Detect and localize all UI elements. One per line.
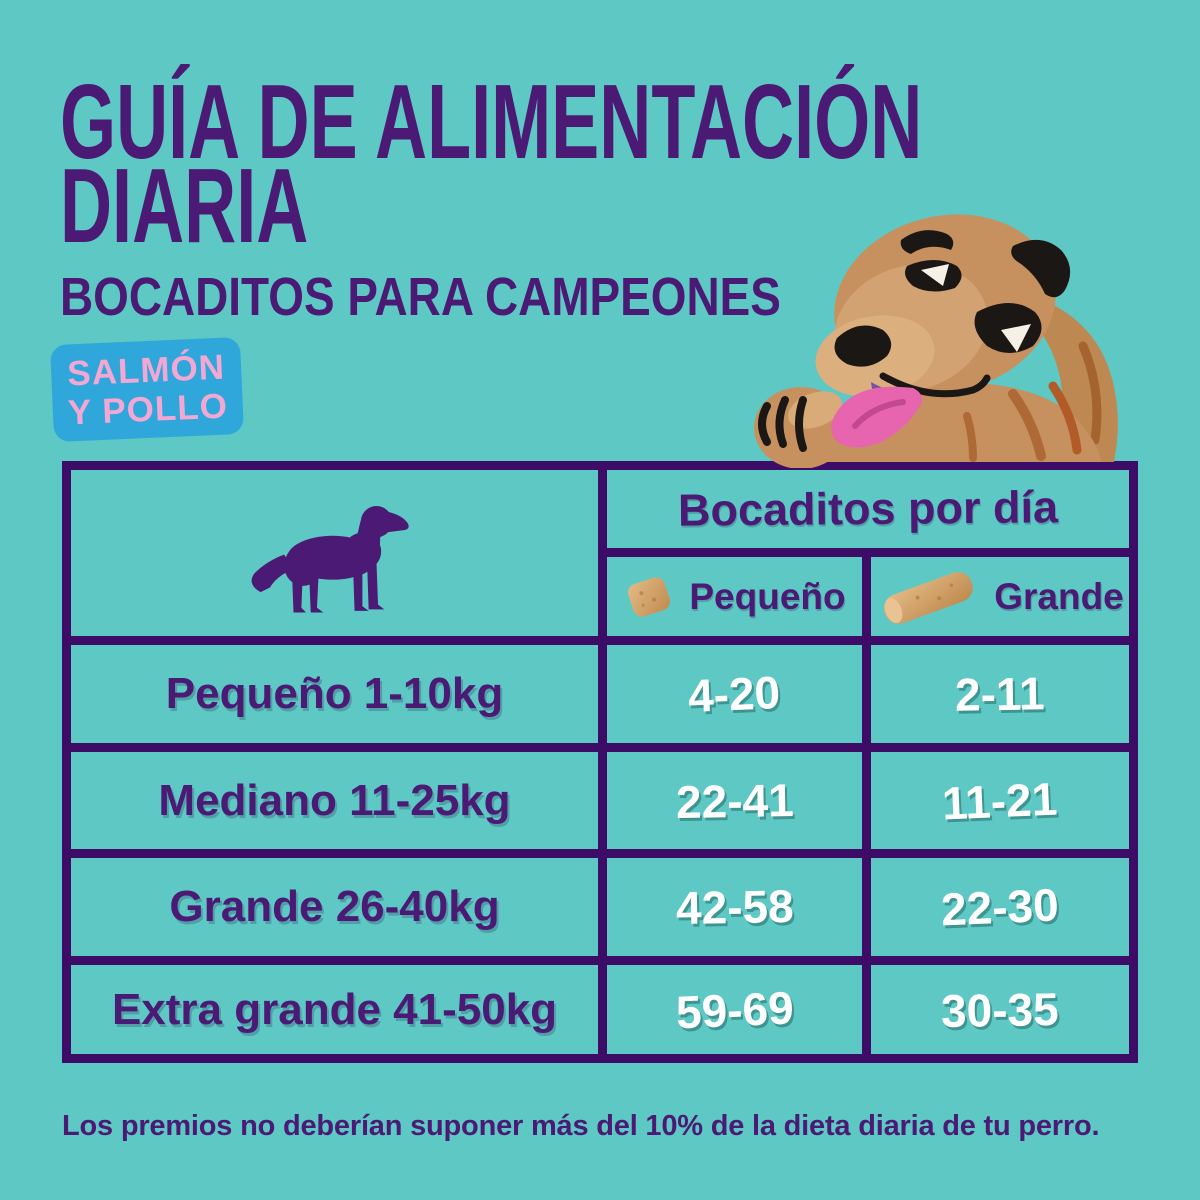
column-header-small: Pequeño	[607, 557, 862, 636]
row-1-label: Mediano 11-25kg	[158, 775, 511, 825]
dog-size-header-cell	[71, 470, 598, 636]
row-0-large-value: 2-11	[954, 667, 1046, 721]
flavor-badge: SALMÓN Y POLLO	[49, 336, 245, 443]
treat-small-icon	[628, 576, 671, 617]
table-cell-value: 59-69	[607, 965, 862, 1054]
table-row-label: Extra grande 41-50kg	[71, 965, 598, 1054]
footer-note: Los premios no deberían suponer más del …	[62, 1110, 1100, 1142]
table-cell-value: 30-35	[871, 965, 1129, 1054]
row-2-large-value: 22-30	[940, 878, 1060, 936]
row-2-label: Grande 26-40kg	[169, 882, 500, 931]
table-cell-value: 2-11	[871, 645, 1129, 743]
page-subtitle: BOCADITOS PARA CAMPEONES	[60, 267, 781, 327]
table-cell-value: 42-58	[607, 858, 862, 956]
row-0-label: Pequeño 1-10kg	[165, 669, 504, 718]
column-header-large: Grande	[871, 557, 1129, 636]
table-cell-value: 22-30	[871, 858, 1129, 956]
table-cell-value: 4-20	[607, 645, 862, 743]
flavor-badge-line2: Y POLLO	[67, 386, 229, 432]
row-0-small-value: 4-20	[687, 666, 782, 722]
column-label-large: Grande	[994, 575, 1124, 617]
feeding-guide-table: Bocaditos por día Pequeño	[62, 461, 1138, 1063]
row-3-label: Extra grande 41-50kg	[111, 984, 558, 1034]
treats-per-day-header-cell: Bocaditos por día	[607, 470, 1129, 548]
table-row-label: Mediano 11-25kg	[71, 752, 598, 849]
flavor-badge-line1: SALMÓN	[66, 347, 226, 393]
dog-silhouette-icon	[251, 506, 409, 613]
row-1-large-value: 11-21	[941, 772, 1059, 829]
row-1-small-value: 22-41	[675, 773, 794, 828]
treat-large-icon	[884, 571, 973, 624]
table-cell-value: 22-41	[607, 752, 862, 849]
page-title: GUÍA DE ALIMENTACIÓN DIARIA	[60, 63, 923, 265]
table-row-label: Pequeño 1-10kg	[71, 645, 598, 743]
table-cell-value: 11-21	[871, 752, 1129, 849]
row-2-small-value: 42-58	[675, 879, 794, 935]
column-label-small: Pequeño	[689, 575, 846, 617]
page-title-line2: DIARIA	[60, 147, 309, 265]
table-row-label: Grande 26-40kg	[71, 858, 598, 956]
row-3-small-value: 59-69	[674, 980, 795, 1039]
row-3-large-value: 30-35	[940, 982, 1060, 1037]
page-title-line1: GUÍA DE ALIMENTACIÓN	[60, 63, 923, 181]
treats-per-day-label: Bocaditos por día	[677, 481, 1059, 536]
